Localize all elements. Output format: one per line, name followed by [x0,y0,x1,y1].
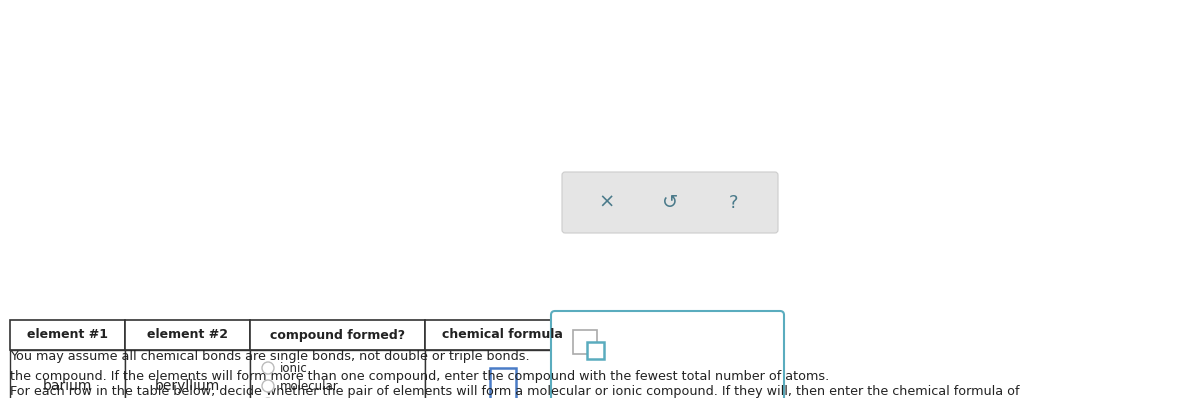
FancyBboxPatch shape [250,320,425,350]
Text: You may assume all chemical bonds are single bonds, not double or triple bonds.: You may assume all chemical bonds are si… [10,350,529,363]
Circle shape [262,380,274,392]
Text: compound formed?: compound formed? [270,328,406,341]
FancyBboxPatch shape [125,350,250,398]
FancyBboxPatch shape [574,330,598,354]
Text: For each row in the table below, decide whether the pair of elements will form a: For each row in the table below, decide … [10,385,1020,398]
Circle shape [262,362,274,374]
FancyBboxPatch shape [490,368,516,398]
Text: molecular: molecular [280,380,338,392]
FancyBboxPatch shape [250,350,425,398]
Text: chemical formula: chemical formula [442,328,563,341]
Text: element #2: element #2 [148,328,228,341]
FancyBboxPatch shape [551,311,784,398]
FancyBboxPatch shape [10,350,125,398]
Text: the compound. If the elements will form more than one compound, enter the compou: the compound. If the elements will form … [10,370,829,383]
Text: beryllium: beryllium [155,379,220,393]
FancyBboxPatch shape [587,342,604,359]
Text: ×: × [599,193,616,212]
Text: element #1: element #1 [28,328,108,341]
FancyBboxPatch shape [10,320,125,350]
FancyBboxPatch shape [562,172,778,233]
FancyBboxPatch shape [125,320,250,350]
Text: barium: barium [43,379,92,393]
Text: ↺: ↺ [662,193,678,212]
Text: ?: ? [728,193,738,211]
FancyBboxPatch shape [425,350,580,398]
Text: ionic: ionic [280,361,307,375]
FancyBboxPatch shape [425,320,580,350]
